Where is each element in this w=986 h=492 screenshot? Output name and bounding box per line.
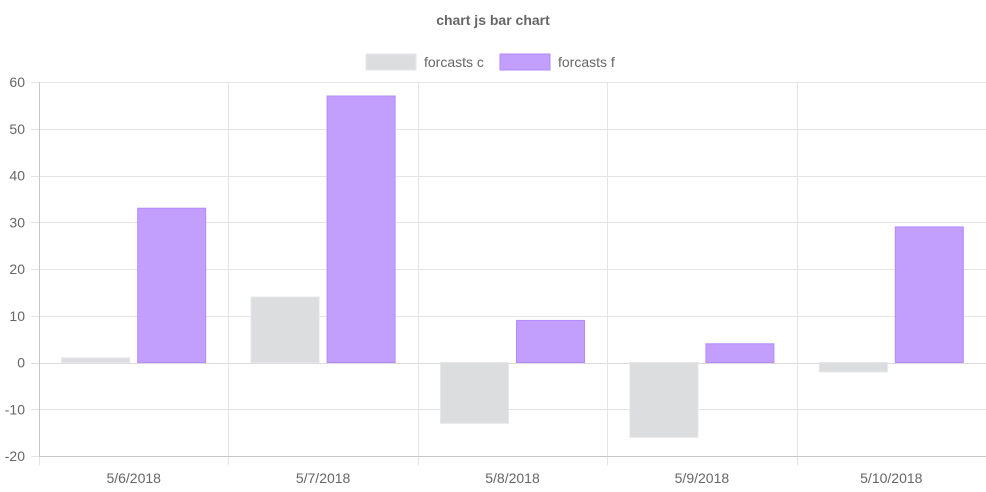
y-tick-label: -20 xyxy=(5,448,25,464)
y-tick-label: 20 xyxy=(9,261,25,277)
legend[interactable]: forcasts c forcasts f xyxy=(365,53,615,71)
bar-forcasts-f[interactable] xyxy=(516,319,585,363)
legend-item[interactable]: forcasts f xyxy=(499,53,615,71)
y-axis: 60 50 40 30 20 10 0 -10 -20 xyxy=(5,74,25,464)
x-tick-label: 5/6/2018 xyxy=(106,470,161,486)
x-tick-label: 5/10/2018 xyxy=(860,470,922,486)
chart-title: chart js bar chart xyxy=(436,12,550,28)
legend-swatch xyxy=(365,53,417,71)
bar-forcasts-c[interactable] xyxy=(61,357,131,364)
bar-forcasts-c[interactable] xyxy=(440,362,509,424)
y-tick-label: -10 xyxy=(5,401,25,417)
bar-forcasts-f[interactable] xyxy=(326,95,396,364)
x-tick-label: 5/7/2018 xyxy=(296,470,351,486)
y-tick-label: 50 xyxy=(9,121,25,137)
y-tick-label: 10 xyxy=(9,308,25,324)
bar-forcasts-f[interactable] xyxy=(137,207,207,363)
bars[interactable] xyxy=(61,95,964,438)
y-tick-label: 0 xyxy=(17,355,25,371)
bar-forcasts-c[interactable] xyxy=(250,296,320,363)
bar-forcasts-c[interactable] xyxy=(629,362,699,438)
bar-forcasts-c[interactable] xyxy=(818,362,888,373)
y-tick-label: 30 xyxy=(9,214,25,230)
legend-item[interactable]: forcasts c xyxy=(365,53,484,71)
bar-forcasts-f[interactable] xyxy=(705,343,775,363)
x-tick-label: 5/9/2018 xyxy=(675,470,730,486)
legend-label: forcasts c xyxy=(424,54,484,70)
x-axis: 5/6/2018 5/7/2018 5/8/2018 5/9/2018 5/10/201… xyxy=(106,470,922,486)
legend-swatch xyxy=(499,53,551,71)
bar-forcasts-f[interactable] xyxy=(894,226,964,363)
y-tick-label: 40 xyxy=(9,168,25,184)
legend-label: forcasts f xyxy=(558,54,615,70)
x-tick-label: 5/8/2018 xyxy=(485,470,540,486)
y-tick-label: 60 xyxy=(9,74,25,90)
